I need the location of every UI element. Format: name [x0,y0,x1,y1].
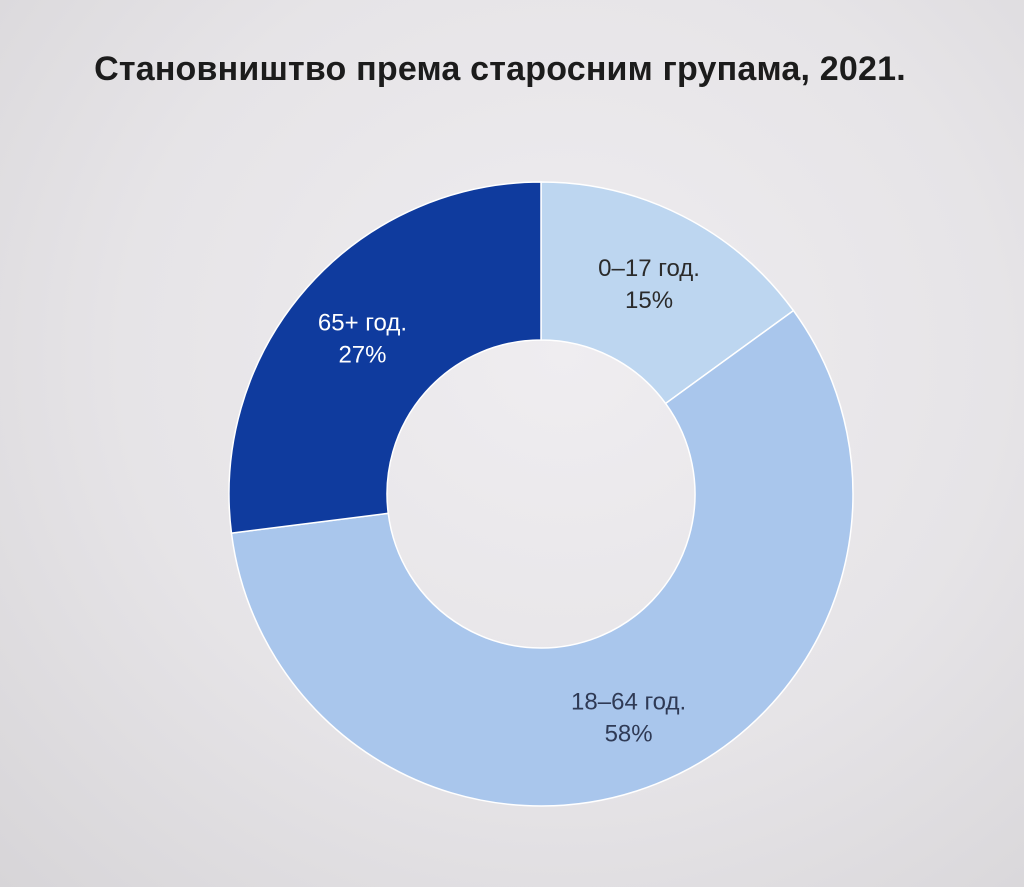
slice-value-label-3: 27% [338,342,386,369]
slice-value-label-1: 15% [625,287,673,314]
donut-slice-2 [230,309,854,807]
slice-label-3: 65+ год. [318,310,407,337]
donut-labels: 0–17 год. 15% 18–64 год. 58% 65+ год. 27% [318,255,700,747]
slice-value-label-2: 58% [605,720,653,747]
chart-title: Становништво према старосним групама, 20… [94,50,906,88]
donut-slice-1 [540,181,795,405]
slice-label-2: 18–64 год. [571,688,686,715]
slice-label-1: 0–17 год. [598,255,700,282]
donut-slice-3 [228,181,542,534]
donut-slices [228,181,854,807]
